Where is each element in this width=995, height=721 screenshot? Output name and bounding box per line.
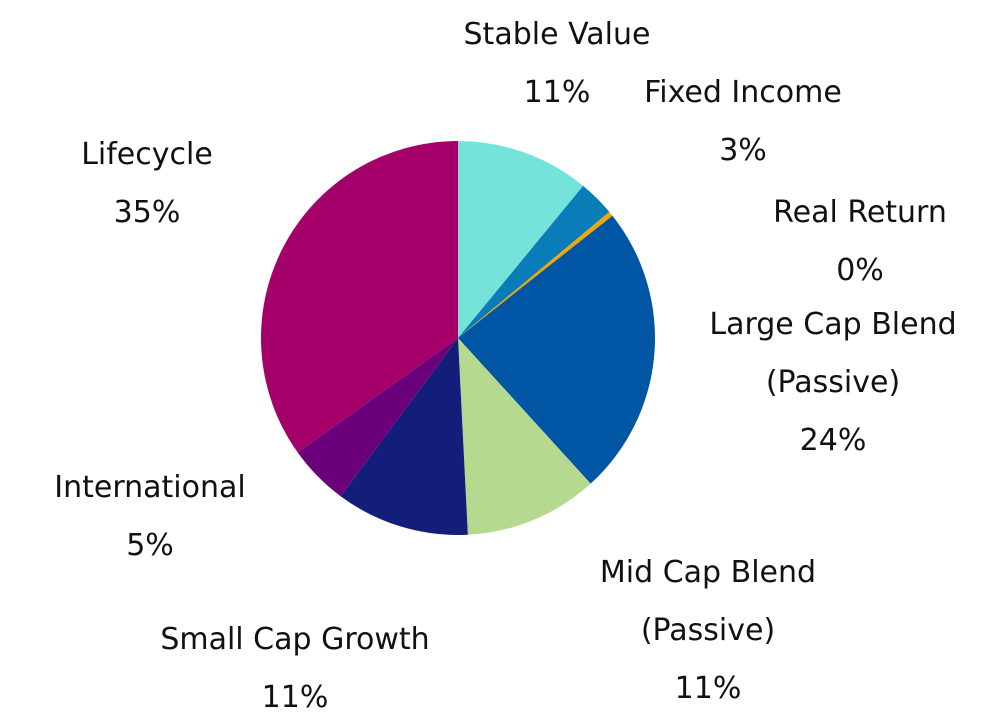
value-label: 11% xyxy=(261,680,329,715)
slice xyxy=(260,141,458,453)
category-name: Lifecycle xyxy=(81,137,213,172)
slice xyxy=(458,211,613,338)
slice xyxy=(458,338,591,535)
value-label: 0% xyxy=(836,253,884,288)
slice xyxy=(340,338,468,535)
category-name: Large Cap Blend (Passive) xyxy=(709,307,957,400)
category-name: Stable Value xyxy=(463,17,651,52)
category-name: International xyxy=(54,470,246,505)
value-label: 24% xyxy=(799,423,867,458)
value-label: 5% xyxy=(126,528,174,563)
value-label: 35% xyxy=(113,195,181,230)
slice-label: Lifecycle 35% xyxy=(0,126,347,242)
value-label: 11% xyxy=(674,671,742,706)
category-name: Small Cap Growth xyxy=(160,622,430,657)
slice-label: Real Return 0% xyxy=(660,184,995,300)
slice-label: Small Cap Growth 11% xyxy=(95,611,495,721)
slice-label: Mid Cap Blend (Passive) 11% xyxy=(508,544,908,718)
slice-label: Large Cap Blend (Passive) 24% xyxy=(633,296,995,470)
slice xyxy=(458,185,610,338)
category-name: Mid Cap Blend (Passive) xyxy=(599,555,817,648)
category-name: Real Return xyxy=(773,195,947,230)
slice xyxy=(297,338,458,497)
slice xyxy=(458,215,655,484)
slice-label: International 5% xyxy=(0,459,350,575)
slice-label: Stable Value 11% xyxy=(357,6,757,122)
value-label: 11% xyxy=(523,75,591,110)
category-name: Fixed Income xyxy=(644,75,842,110)
slice-label: Fixed Income 3% xyxy=(543,64,943,180)
value-label: 3% xyxy=(719,133,767,168)
slice xyxy=(458,141,584,338)
